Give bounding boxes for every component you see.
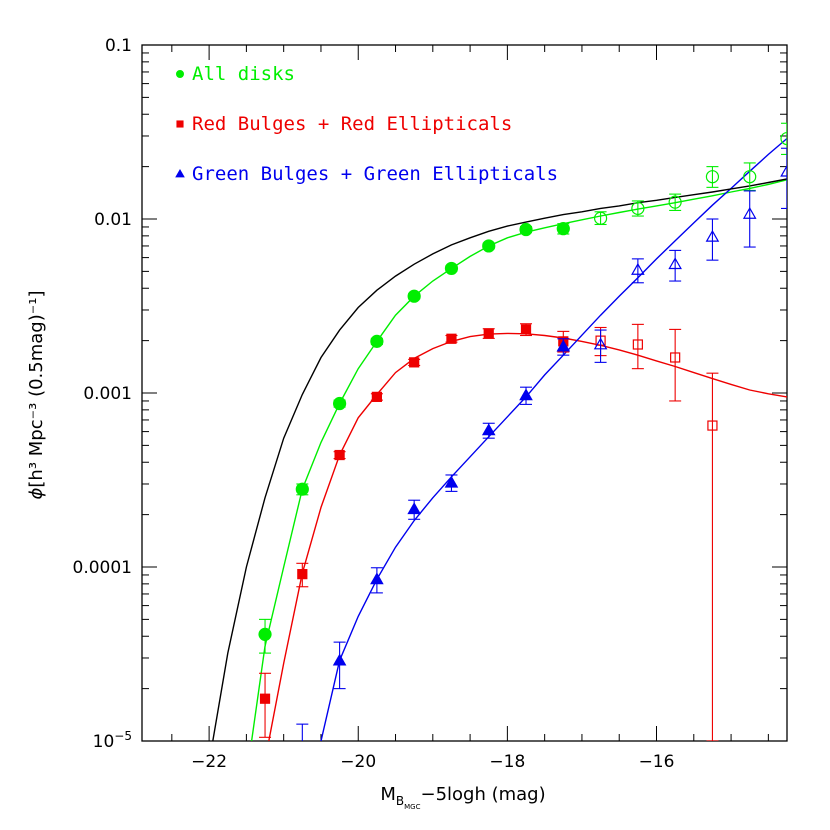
point-filled-0: [444, 261, 459, 276]
y-tick-label: 0.0001: [73, 558, 132, 578]
legend: All disks Red Bulges + Red Ellipticals Gre…: [175, 63, 558, 185]
y-tick-label-base: 0.001: [83, 384, 132, 404]
point-open-2: [631, 262, 645, 275]
y-tick-label: 10−5: [93, 729, 132, 752]
point-open-1: [707, 420, 718, 431]
point-open-0: [743, 170, 757, 184]
tick-labels: −22 −20 −18 −16 0.1 0.01 0.001 0.0001 10−5: [73, 36, 675, 772]
plot-frame: [141, 44, 788, 742]
point-filled-0: [370, 334, 384, 348]
point-open-2: [668, 257, 682, 270]
point-filled-0: [407, 289, 421, 303]
x-tick-label: −18: [489, 752, 525, 772]
point-open-1: [670, 352, 681, 363]
point-open-0: [668, 195, 682, 209]
x-tick-label: −16: [639, 752, 675, 772]
point-filled-0: [333, 396, 347, 411]
point-filled-1: [483, 328, 494, 339]
point-open-0: [631, 201, 645, 216]
x-axis-title: MBMGC−5logh (mag): [380, 784, 545, 811]
point-filled-0: [482, 239, 496, 253]
y-axis-title: ϕ[h³ Mpc⁻³ (0.5mag)⁻¹]: [26, 291, 47, 500]
point-filled-2: [519, 388, 533, 401]
point-open-2: [593, 337, 608, 350]
point-filled-2: [556, 339, 571, 352]
point-open-0: [705, 170, 720, 184]
point-filled-1: [297, 569, 308, 580]
point-open-1: [632, 339, 643, 350]
point-filled-2: [370, 572, 384, 585]
legend-label-2: Green Bulges + Green Ellipticals: [192, 163, 558, 185]
point-filled-0: [519, 222, 533, 237]
point-open-2: [742, 206, 757, 219]
legend-label-1: Red Bulges + Red Ellipticals: [192, 113, 512, 135]
point-filled-1: [520, 324, 532, 335]
data-points: [258, 122, 787, 758]
point-filled-1: [371, 391, 382, 402]
legend-label-0: All disks: [192, 63, 295, 85]
point-filled-2: [481, 423, 496, 436]
legend-marker-1: [176, 120, 184, 128]
point-open-0: [593, 211, 608, 225]
y-tick-label-base: 10: [93, 732, 115, 752]
point-filled-2: [407, 502, 421, 515]
y-tick-label: 0.01: [94, 210, 132, 230]
fit-curve-0: [250, 179, 787, 741]
y-tick-label-exp: −5: [114, 729, 132, 743]
axes-frame: [141, 44, 788, 742]
point-open-2: [780, 164, 787, 177]
legend-marker-2: [175, 169, 185, 178]
y-tick-label-base: 0.01: [94, 210, 132, 230]
point-open-0: [780, 131, 787, 146]
point-filled-0: [556, 222, 570, 236]
point-filled-2: [332, 653, 347, 666]
point-filled-0: [295, 482, 309, 496]
fit-curve-2: [320, 137, 787, 741]
x-tick-label: −20: [340, 752, 376, 772]
y-tick-label: 0.1: [105, 36, 132, 56]
y-tick-label-base: 0.1: [105, 36, 132, 56]
point-filled-1: [259, 693, 271, 704]
x-tick-label: −22: [191, 752, 227, 772]
point-filled-1: [334, 449, 345, 461]
fit-curves: [212, 137, 787, 741]
legend-marker-0: [176, 69, 185, 78]
point-filled-2: [444, 475, 459, 488]
point-filled-0: [258, 627, 272, 641]
point-filled-2: [297, 748, 309, 758]
y-tick-label-base: 0.0001: [73, 558, 132, 578]
y-tick-label: 0.001: [83, 384, 132, 404]
fit-curve-3: [212, 178, 787, 741]
point-open-2: [705, 229, 720, 242]
point-filled-1: [409, 357, 420, 368]
point-filled-1: [446, 333, 457, 344]
